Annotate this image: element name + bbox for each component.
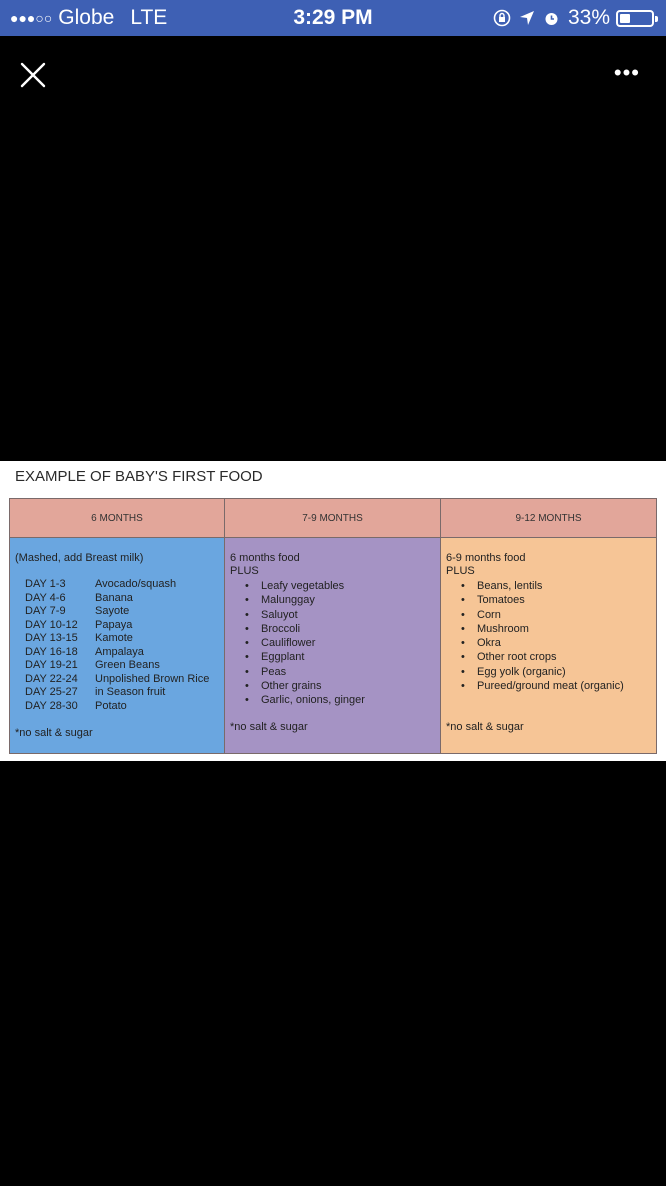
- column-note: *no salt & sugar: [230, 721, 308, 733]
- list-item: Saluyot: [245, 608, 365, 622]
- list-item: Other root crops: [461, 650, 624, 664]
- day-row: DAY 1-3 Avocado/squash: [25, 578, 177, 590]
- food-list: Beans, lentils Tomatoes Corn Mushroom Ok…: [461, 579, 624, 693]
- list-item: Broccoli: [245, 622, 365, 636]
- column-intro: 6-9 months food: [446, 552, 526, 564]
- network-type: LTE: [130, 6, 168, 29]
- list-item: Garlic, onions, ginger: [245, 693, 365, 707]
- signal-strength-icon: ●●●○○: [10, 10, 53, 26]
- list-item: Cauliflower: [245, 636, 365, 650]
- day-row: DAY 19-21 Green Beans: [25, 659, 160, 671]
- battery-icon: [616, 9, 658, 27]
- column-header: 7-9 MONTHS: [225, 499, 440, 538]
- list-item: Pureed/ground meat (organic): [461, 679, 624, 693]
- list-item: Egg yolk (organic): [461, 665, 624, 679]
- list-item: Peas: [245, 665, 365, 679]
- status-bar: ●●●○○ Globe LTE 3:29 PM 33%: [0, 0, 666, 36]
- day-row: DAY 13-15 Kamote: [25, 632, 133, 644]
- list-item: Corn: [461, 608, 624, 622]
- battery-percent: 33%: [567, 6, 610, 29]
- close-button[interactable]: [18, 60, 48, 90]
- photo[interactable]: EXAMPLE OF BABY'S FIRST FOOD 6 MONTHS (M…: [0, 461, 666, 761]
- day-row: DAY 22-24 Unpolished Brown Rice: [25, 672, 210, 685]
- close-icon: [20, 62, 46, 88]
- column-header: 6 MONTHS: [10, 499, 224, 538]
- list-item: Tomatoes: [461, 593, 624, 607]
- location-arrow-icon: [519, 10, 535, 26]
- column-intro: (Mashed, add Breast milk): [15, 552, 144, 564]
- column-6-months: 6 MONTHS (Mashed, add Breast milk) DAY 1…: [10, 499, 225, 753]
- column-note: *no salt & sugar: [446, 721, 524, 733]
- day-row: DAY 16-18 Ampalaya: [25, 645, 144, 658]
- carrier-name: Globe: [58, 6, 115, 29]
- day-row: DAY 10-12 Papaya: [25, 618, 133, 631]
- column-7-9-months: 7-9 MONTHS 6 months food PLUS Leafy vege…: [225, 499, 441, 753]
- food-table: 6 MONTHS (Mashed, add Breast milk) DAY 1…: [9, 498, 657, 754]
- column-plus: PLUS: [446, 565, 475, 577]
- day-row: DAY 7-9 Sayote: [25, 605, 130, 617]
- column-9-12-months: 9-12 MONTHS 6-9 months food PLUS Beans, …: [441, 499, 656, 753]
- photo-title: EXAMPLE OF BABY'S FIRST FOOD: [15, 468, 263, 485]
- orientation-lock-icon: [493, 9, 511, 27]
- list-item: Other grains: [245, 679, 365, 693]
- day-row: DAY 25-27 in Season fruit: [25, 686, 166, 698]
- column-intro: 6 months food: [230, 552, 300, 564]
- day-row: DAY 28-30 Potato: [25, 699, 127, 712]
- list-item: Malunggay: [245, 593, 365, 607]
- list-item: Beans, lentils: [461, 579, 624, 593]
- list-item: Eggplant: [245, 650, 365, 664]
- column-note: *no salt & sugar: [15, 727, 93, 739]
- list-item: Mushroom: [461, 622, 624, 636]
- column-header: 9-12 MONTHS: [441, 499, 656, 538]
- column-plus: PLUS: [230, 565, 259, 577]
- list-item: Leafy vegetables: [245, 579, 365, 593]
- alarm-icon: [543, 10, 560, 27]
- day-schedule: DAY 1-3 Avocado/squash DAY 4-6 Banana DAY …: [25, 578, 209, 713]
- day-row: DAY 4-6 Banana: [25, 591, 133, 604]
- food-list: Leafy vegetables Malunggay Saluyot Brocc…: [245, 579, 365, 708]
- list-item: Okra: [461, 636, 624, 650]
- more-options-button[interactable]: •••: [613, 60, 640, 85]
